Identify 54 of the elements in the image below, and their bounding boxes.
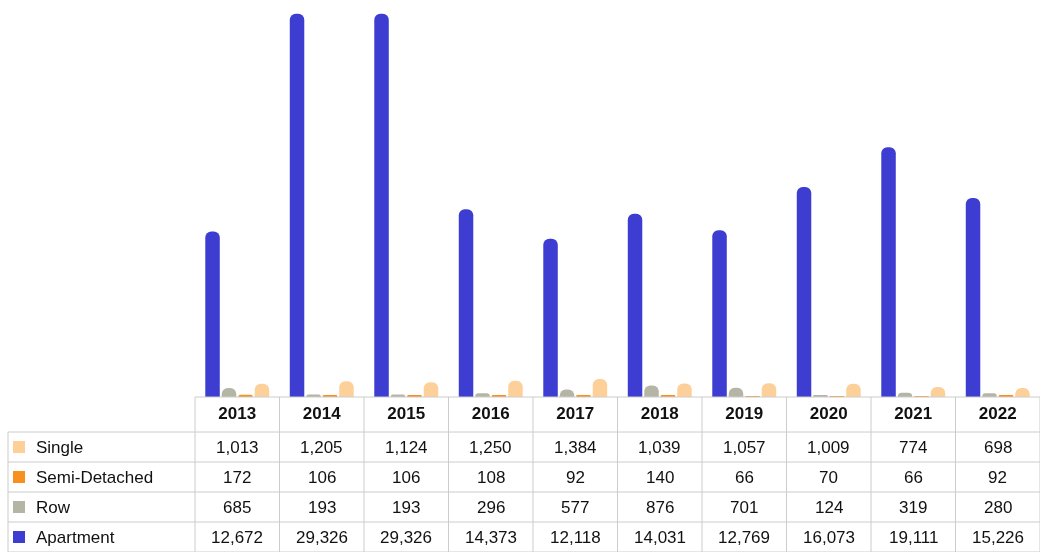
data-label: 14,373 <box>465 528 517 547</box>
x-tick-label: 2021 <box>894 404 933 423</box>
x-tick-label: 2018 <box>640 404 679 423</box>
x-tick-label: 2015 <box>387 404 426 423</box>
data-label: 106 <box>392 468 421 487</box>
data-label: 577 <box>561 498 590 517</box>
data-label: 14,031 <box>634 528 686 547</box>
data-label: 16,073 <box>803 528 855 547</box>
x-tick-label: 2013 <box>218 404 257 423</box>
data-label: 108 <box>477 468 506 487</box>
data-label: 1,013 <box>216 438 259 457</box>
data-label: 15,226 <box>972 528 1024 547</box>
data-label: 698 <box>984 438 1013 457</box>
data-label: 12,672 <box>211 528 263 547</box>
legend-label: Row <box>36 498 71 517</box>
data-label: 19,111 <box>889 528 939 547</box>
data-label: 296 <box>477 498 506 517</box>
data-label: 172 <box>223 468 252 487</box>
x-tick-label: 2019 <box>725 404 764 423</box>
data-label: 701 <box>730 498 759 517</box>
data-label: 1,205 <box>300 438 343 457</box>
x-tick-label: 2016 <box>471 404 510 423</box>
data-label: 92 <box>988 468 1007 487</box>
legend-label: Semi-Detached <box>36 468 154 487</box>
data-label: 193 <box>308 498 337 517</box>
data-label: 12,769 <box>718 528 770 547</box>
legend-label: Apartment <box>36 528 115 547</box>
data-label: 193 <box>392 498 421 517</box>
data-label: 106 <box>308 468 337 487</box>
data-label: 12,118 <box>550 528 601 547</box>
data-label: 66 <box>904 468 923 487</box>
data-label: 685 <box>223 498 252 517</box>
data-label: 66 <box>735 468 754 487</box>
data-label: 140 <box>646 468 675 487</box>
data-label: 280 <box>984 498 1013 517</box>
data-label: 124 <box>815 498 844 517</box>
data-label: 92 <box>566 468 585 487</box>
data-label: 876 <box>646 498 675 517</box>
data-label: 29,326 <box>296 528 348 547</box>
x-tick-label: 2022 <box>978 404 1017 423</box>
legend-label: Single <box>36 438 84 457</box>
data-label: 1,384 <box>554 438 597 457</box>
data-label: 774 <box>899 438 928 457</box>
x-tick-label: 2017 <box>556 404 595 423</box>
data-label: 1,250 <box>469 438 512 457</box>
data-label: 1,039 <box>638 438 681 457</box>
data-label: 319 <box>899 498 928 517</box>
data-label: 1,124 <box>385 438 428 457</box>
data-label: 29,326 <box>380 528 432 547</box>
data-label: 70 <box>819 468 838 487</box>
x-tick-label: 2020 <box>809 404 848 423</box>
data-label: 1,057 <box>723 438 766 457</box>
x-tick-label: 2014 <box>302 404 342 423</box>
data-label: 1,009 <box>807 438 850 457</box>
